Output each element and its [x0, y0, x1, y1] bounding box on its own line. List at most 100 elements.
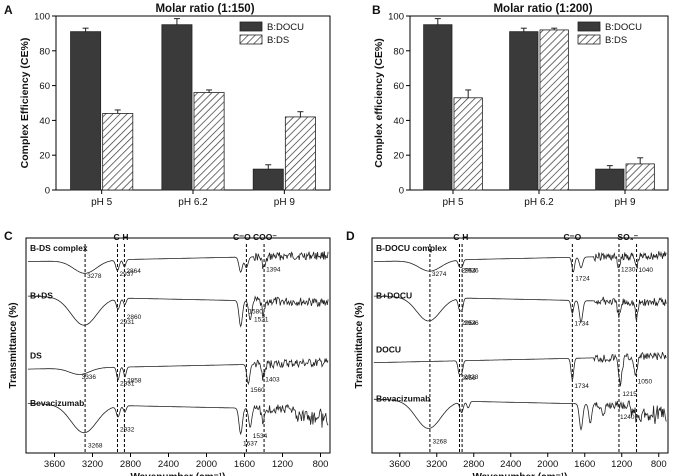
bar-bdocu-pH5: [423, 24, 453, 191]
x-tick-label: 3600: [44, 459, 65, 470]
band-label: C-H: [113, 232, 128, 242]
legend-swatch: [239, 34, 263, 45]
legend-entry: B:DOCU: [267, 22, 304, 33]
peak-label: 1637: [243, 440, 258, 447]
y-tick-label: 100: [388, 12, 404, 23]
y-tick-label: 80: [39, 46, 50, 57]
y-tick-label: 40: [39, 116, 50, 127]
y-axis-label: Transmittance (%): [8, 302, 19, 388]
y-tick-label: 60: [39, 81, 50, 92]
panel-d-letter: D: [346, 229, 355, 243]
peak-label: 3336: [82, 374, 97, 381]
legend-entry: B:DS: [605, 35, 627, 46]
peak-label: 2864: [126, 268, 141, 275]
peak-label: 2926: [464, 268, 479, 275]
x-tick-label: 800: [651, 459, 667, 470]
peak-label: 1215: [622, 391, 637, 398]
x-tick-label: pH 5: [442, 197, 464, 208]
peak-label: 2956: [461, 375, 476, 382]
x-tick-label: 3200: [82, 459, 103, 470]
peak-label: 1724: [575, 275, 590, 282]
peak-label: 3278: [87, 273, 102, 280]
bar-bdocu-pH5: [70, 31, 102, 191]
spectrum-line-docu: [373, 351, 667, 387]
spectrum-line-b-ds: [27, 295, 329, 328]
x-tick-label: 2000: [196, 459, 217, 470]
x-tick-label: 2400: [500, 459, 521, 470]
y-tick-label: 20: [39, 151, 50, 162]
bar-bdocu-pH62: [509, 31, 539, 191]
peak-label: 1560: [250, 387, 265, 394]
y-tick-label: 0: [45, 186, 50, 197]
panel-c-ftir-spectra: 3600 3200 2800 2400 2000 1600 1200 800 Wavenumbe…: [8, 232, 331, 476]
peak-label: 3268: [432, 438, 447, 445]
peak-label: 2858: [127, 377, 142, 384]
bar-bds-pH62: [539, 29, 569, 191]
plot-frame: [25, 237, 331, 454]
peak-label: 2926: [464, 320, 479, 327]
panel-a-letter: A: [4, 3, 13, 17]
band-label: C=O: [563, 232, 581, 242]
x-tick-label: pH 5: [91, 197, 113, 208]
x-tick-label: pH 9: [274, 197, 296, 208]
peak-label: 1240: [620, 414, 635, 421]
x-tick-label: 800: [313, 459, 329, 470]
legend-swatch: [577, 34, 601, 45]
x-tick-label: 1200: [611, 459, 632, 470]
y-tick-label: 40: [393, 116, 404, 127]
peak-label: 3268: [88, 443, 103, 450]
spectrum-line-bevacizumab: [373, 398, 667, 431]
bar-bds-pH5: [453, 97, 483, 191]
series-label: B-DOCU complex: [376, 243, 447, 253]
peak-label: 1230: [621, 267, 636, 274]
legend-entry: B:DS: [267, 35, 289, 46]
spectrum-line-b-docu: [373, 295, 667, 324]
panel-a-title: Molar ratio (1:150): [155, 3, 254, 15]
x-tick-label: 2000: [537, 459, 558, 470]
peak-label: 1394: [266, 267, 281, 274]
x-tick-label: 2800: [120, 459, 141, 470]
spectrum-line-bevacizumab: [27, 403, 329, 436]
x-tick-label: 1600: [574, 459, 595, 470]
series-label: B+DOCU: [376, 291, 412, 301]
y-tick-label: 80: [393, 46, 404, 57]
panel-b-bar-chart: 0 20 40 60 80 100 Complex efficiency (CE%) pH 5…: [373, 12, 669, 208]
band-label: C-H: [453, 232, 468, 242]
y-axis-label: Complex efficiency (CE%): [373, 38, 385, 168]
y-tick-label: 60: [393, 81, 404, 92]
peak-label: 1734: [574, 383, 589, 390]
x-tick-label: pH 6.2: [178, 197, 208, 208]
band-label: C=O COO⁻: [233, 232, 277, 242]
series-label: B-DS complex: [30, 243, 88, 253]
x-tick-label: 3600: [389, 459, 410, 470]
plot-frame: [371, 237, 669, 454]
band-label: SO₃⁻: [617, 232, 638, 242]
y-tick-label: 0: [399, 186, 404, 197]
peak-label: 1050: [638, 378, 653, 385]
peak-label: 1580: [248, 308, 263, 315]
peak-label: 1403: [265, 377, 280, 384]
legend-entry: B:DOCU: [605, 22, 642, 33]
x-axis-label: Wavenumber (cm⁻¹): [473, 472, 568, 476]
peak-label: 2860: [127, 314, 142, 321]
x-tick-label: 1600: [234, 459, 255, 470]
peak-label: 2937: [119, 271, 134, 278]
spectrum-line-b-ds-complex: [27, 251, 329, 274]
legend-swatch: [577, 21, 601, 32]
y-tick-label: 100: [34, 12, 50, 23]
bar-bdocu-pH9: [595, 168, 625, 191]
panel-d-ftir-spectra: 3600 3200 2800 2400 2000 1600 1200 800 Wavenumbe…: [354, 232, 669, 476]
bar-bdocu-pH62: [161, 24, 193, 191]
series-label: B+DS: [30, 291, 53, 301]
spectrum-line-ds: [27, 357, 329, 386]
series-label: DOCU: [376, 344, 401, 354]
bar-bds-pH9: [625, 163, 655, 191]
panel-c-letter: C: [4, 229, 13, 243]
x-tick-label: 2800: [463, 459, 484, 470]
peak-label: 1734: [574, 320, 589, 327]
x-tick-label: pH 9: [614, 197, 636, 208]
peak-label: 1521: [254, 317, 269, 324]
peak-label: 3274: [432, 271, 447, 278]
y-axis-label: Transmittance (%): [354, 302, 365, 388]
